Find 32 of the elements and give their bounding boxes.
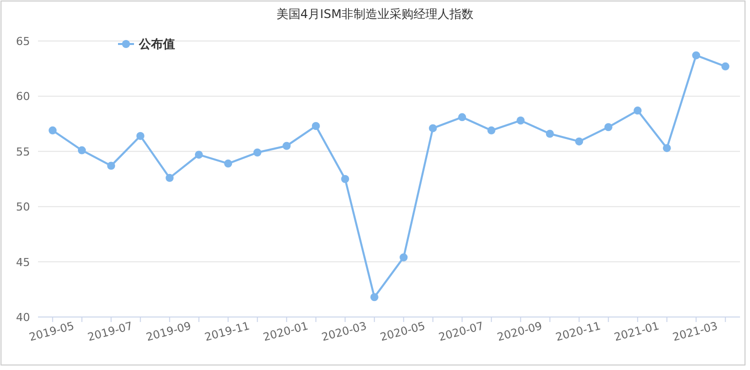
point (312, 122, 320, 130)
point (282, 142, 291, 150)
point (634, 106, 642, 115)
y-tick-label: 60 (16, 90, 30, 104)
point (253, 148, 262, 157)
point (224, 160, 232, 168)
point (721, 62, 730, 70)
point (370, 293, 378, 302)
point (575, 137, 584, 146)
point (458, 113, 466, 122)
point (341, 175, 350, 183)
point (107, 162, 116, 170)
point (692, 51, 700, 60)
point (166, 174, 174, 182)
point (78, 146, 86, 154)
point (428, 124, 437, 132)
chart-title: 美国4月ISM非制造业采购经理人指数 (276, 7, 474, 21)
y-tick-label: 45 (16, 256, 30, 269)
legend-label: 公布值 (138, 37, 175, 51)
y-tick-label: 65 (16, 35, 30, 48)
y-tick-label: 55 (16, 145, 30, 158)
point (662, 144, 671, 152)
point (136, 132, 144, 140)
y-tick-label: 50 (16, 200, 30, 214)
point (487, 126, 496, 134)
point (546, 130, 554, 138)
point (516, 116, 525, 124)
point (604, 123, 612, 132)
point (400, 253, 408, 262)
point (48, 126, 57, 134)
y-tick-label: 40 (16, 311, 30, 324)
point (194, 150, 203, 159)
